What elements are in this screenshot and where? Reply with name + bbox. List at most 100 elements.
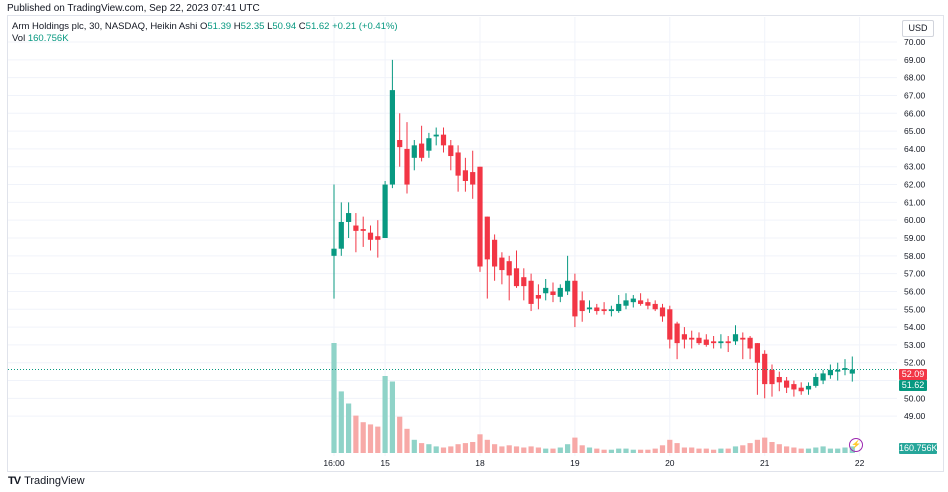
volume-bar bbox=[608, 449, 614, 453]
chart-frame[interactable] bbox=[7, 15, 944, 472]
volume-bar bbox=[784, 446, 790, 453]
volume-bar bbox=[382, 376, 388, 453]
candle-body bbox=[711, 341, 717, 344]
candle-body bbox=[557, 287, 563, 297]
candle-body bbox=[652, 303, 658, 310]
candle-body bbox=[470, 172, 476, 185]
volume-bar bbox=[623, 448, 629, 453]
candle-body bbox=[659, 307, 666, 317]
candle-body bbox=[550, 291, 556, 296]
candle-body bbox=[353, 225, 359, 231]
candle-body bbox=[579, 300, 585, 312]
volume-bar bbox=[397, 416, 403, 453]
candle-body bbox=[389, 90, 395, 185]
candle-body bbox=[689, 337, 695, 340]
volume-bar bbox=[711, 449, 717, 453]
price-tick-label: 58.00 bbox=[904, 251, 926, 261]
price-tick-label: 64.00 bbox=[904, 144, 926, 154]
tradingview-brand[interactable]: TV TradingView bbox=[8, 475, 85, 487]
volume-bar bbox=[732, 446, 739, 453]
candle-body bbox=[338, 221, 344, 249]
candle-body bbox=[572, 280, 578, 317]
legend-row-ohlc: Arm Holdings plc, 30, NASDAQ, Heikin Ash… bbox=[12, 21, 398, 33]
volume-bar bbox=[557, 447, 563, 453]
candle-body bbox=[762, 353, 768, 385]
price-tick-label: 63.00 bbox=[904, 162, 926, 172]
candle-body bbox=[535, 295, 541, 299]
candle-body bbox=[586, 307, 593, 310]
candle-body bbox=[747, 337, 753, 349]
candle-body bbox=[360, 229, 366, 231]
volume-bar bbox=[681, 447, 687, 453]
volume-bar bbox=[353, 415, 359, 453]
volume-bar bbox=[805, 448, 812, 453]
legend-close-value: 51.62 bbox=[305, 21, 330, 32]
brand-name: TradingView bbox=[24, 475, 85, 487]
volume-bar bbox=[776, 444, 782, 453]
volume-bar bbox=[616, 448, 622, 453]
candle-body bbox=[375, 236, 381, 240]
volume-bar bbox=[689, 447, 695, 453]
price-tick-label: 69.00 bbox=[904, 55, 926, 65]
volume-tag: 160.756K bbox=[899, 443, 938, 454]
candle-body bbox=[382, 184, 388, 238]
candle-body bbox=[813, 376, 819, 386]
candle-body bbox=[776, 376, 782, 383]
price-tick-label: 54.00 bbox=[904, 322, 926, 332]
candle-body bbox=[608, 309, 614, 312]
legend-low-value: 50.94 bbox=[272, 21, 297, 32]
candle-body bbox=[674, 323, 680, 344]
candle-body bbox=[565, 280, 571, 292]
volume-bar bbox=[535, 447, 541, 453]
candle-body bbox=[448, 145, 454, 157]
candle-body bbox=[433, 134, 439, 137]
time-tick-label: 22 bbox=[855, 458, 865, 468]
legend-vol-label: Vol bbox=[12, 33, 26, 44]
candle-body bbox=[397, 140, 403, 148]
candle-body bbox=[506, 261, 512, 276]
price-tick-label: 61.00 bbox=[904, 197, 926, 207]
candle-body bbox=[521, 277, 527, 287]
tradingview-logo-icon: TV bbox=[8, 475, 21, 487]
time-tick-label: 16:00 bbox=[323, 458, 345, 468]
volume-bar bbox=[769, 442, 775, 453]
time-tick-label: 21 bbox=[760, 458, 770, 468]
candle-body bbox=[419, 143, 425, 158]
candle-body bbox=[492, 239, 498, 267]
legend-row-volume: Vol 160.756K bbox=[12, 33, 398, 45]
volume-bar bbox=[703, 448, 709, 453]
volume-bar bbox=[513, 446, 520, 453]
volume-bar bbox=[360, 422, 366, 453]
candle-body bbox=[849, 369, 855, 374]
lightning-icon[interactable]: ⚡ bbox=[849, 438, 863, 452]
volume-bar bbox=[791, 447, 797, 453]
legend-open-value: 51.39 bbox=[207, 21, 232, 32]
legend-high-label: H bbox=[233, 21, 241, 32]
candle-body bbox=[740, 337, 746, 340]
candle-body bbox=[835, 369, 841, 372]
volume-bar bbox=[375, 426, 381, 453]
legend-close-label: C bbox=[298, 21, 306, 32]
candle-body bbox=[754, 343, 760, 363]
price-tick-label: 60.00 bbox=[904, 215, 926, 225]
volume-bars bbox=[331, 343, 855, 453]
volume-bar bbox=[842, 447, 848, 453]
time-tick-label: 15 bbox=[380, 458, 390, 468]
currency-button[interactable]: USD bbox=[902, 20, 934, 37]
volume-bar bbox=[572, 437, 578, 453]
candle-body bbox=[623, 300, 629, 306]
legend-open-label: O bbox=[199, 21, 208, 32]
candle-body bbox=[543, 287, 549, 294]
volume-bar bbox=[506, 445, 512, 453]
candle-body bbox=[426, 138, 432, 151]
volume-bar bbox=[565, 444, 571, 453]
candle-body bbox=[404, 148, 410, 185]
candle-body bbox=[594, 307, 600, 312]
price-tick-label: 65.00 bbox=[904, 126, 926, 136]
volume-bar bbox=[652, 448, 658, 453]
volume-bar bbox=[754, 439, 760, 453]
legend-change: +0.21 (+0.41%) bbox=[332, 21, 398, 32]
candle-body bbox=[667, 309, 673, 340]
volume-bar bbox=[659, 445, 666, 453]
